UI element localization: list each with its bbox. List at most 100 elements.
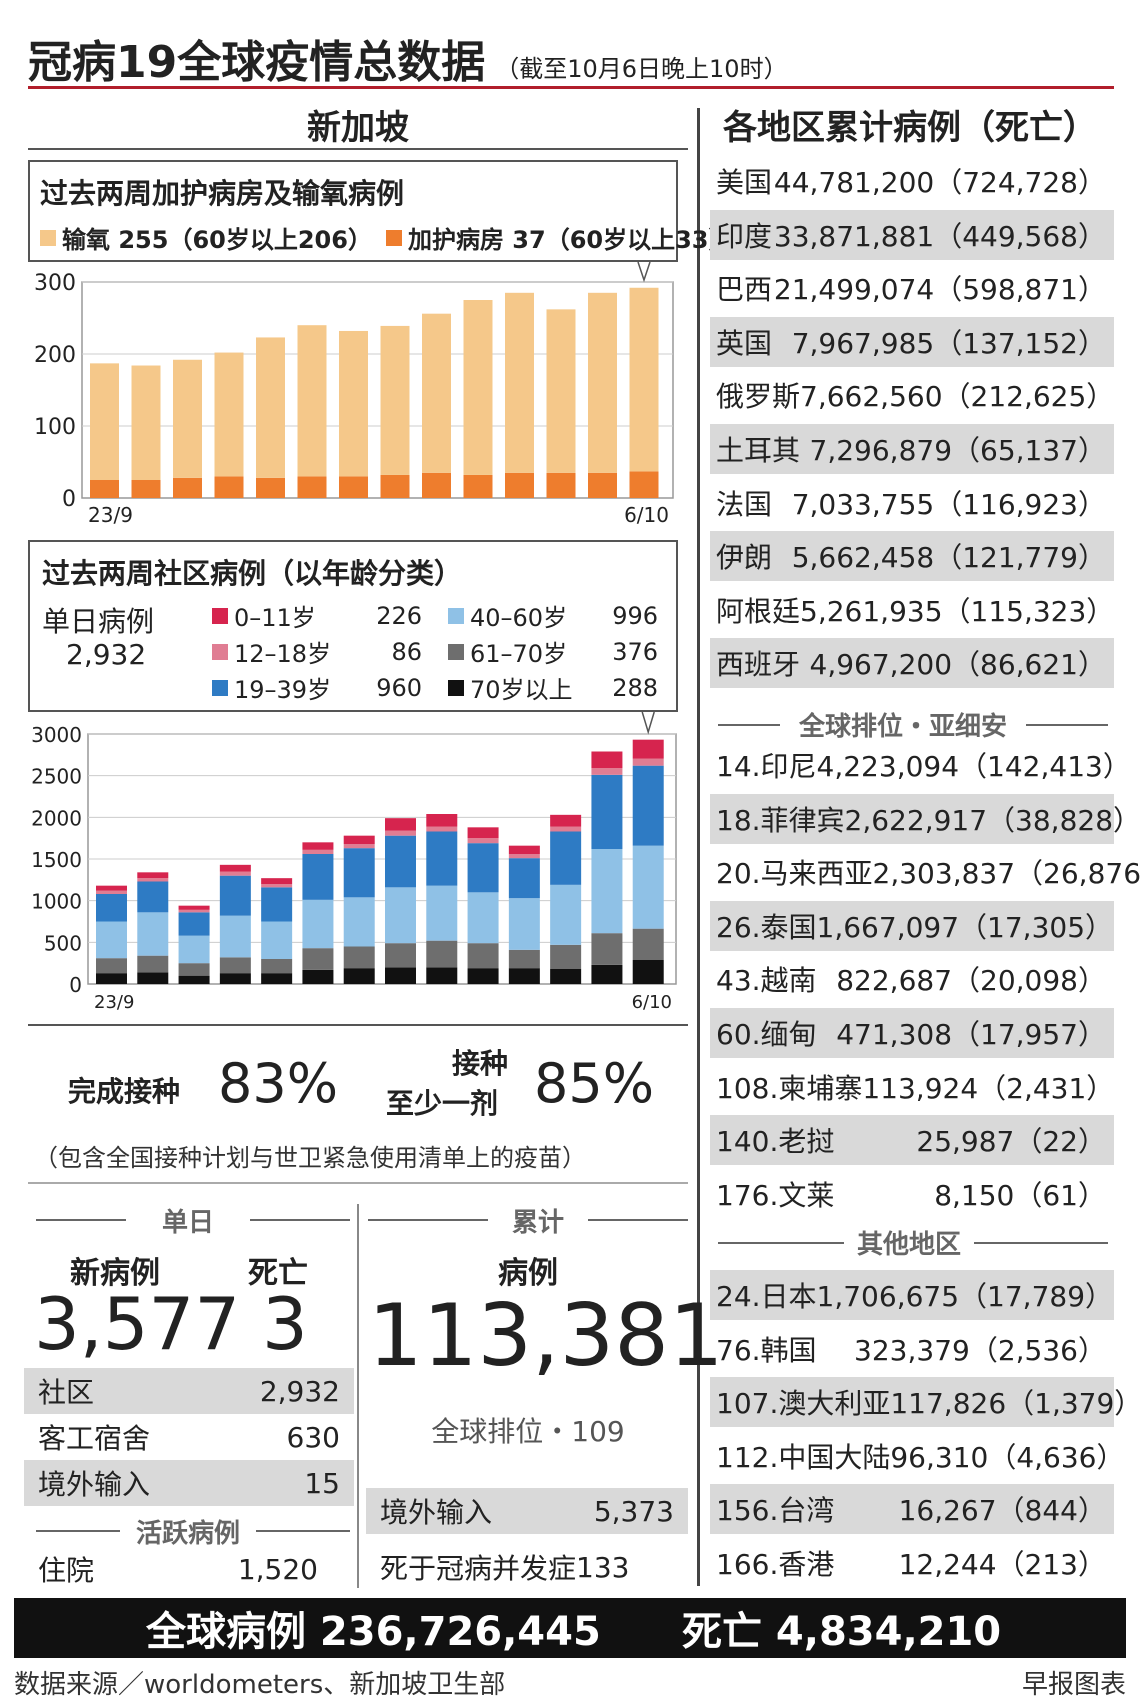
stats-divider [357,1204,359,1588]
community-bar-segment [467,943,499,969]
region-name: 伊朗 [716,541,773,575]
region-row: 108.柬埔寨 113,924（2,431） [710,1062,1114,1112]
region-value: 7,967,985（137,152） [791,326,1106,360]
icu-x-start-label: 23/9 [88,503,133,527]
region-value: 4,223,094（142,413） [816,750,1131,783]
hospital-label: 住院 [38,1554,95,1587]
region-name: 英国 [716,326,773,360]
community-bar-segment [343,946,375,969]
vax-bottom-rule [28,1182,688,1184]
icu-bar-segment [256,477,285,498]
icu-y-tick-label: 300 [34,271,76,296]
icu-y-tick-label: 0 [62,487,76,512]
community-bar-segment [632,845,664,929]
community-bar-segment [219,957,251,974]
daily-breakdown-row: 境外输入 15 [24,1460,354,1506]
region-row: 76.韩国 323,379（2,536） [710,1324,1114,1374]
community-bar-segment [137,872,169,879]
community-bar-segment [343,897,375,947]
community-bar-segment [96,973,127,984]
community-bar-segment [426,826,458,832]
community-bar-segment [261,887,293,922]
community-bar-segment [508,854,540,859]
community-bar-segment [178,905,210,910]
community-bar-segment [632,758,664,766]
global-totals-bar: 全球病例 236,726,445 死亡 4,834,210 [14,1598,1126,1658]
icu-bar-segment [463,300,493,475]
community-bar-segment [632,928,664,960]
icu-x-end-label: 6/10 [624,503,669,527]
age-legend: 0–11岁 226 40–60岁 996 12–18岁 86 61–70岁 376 19–39岁… [212,598,672,708]
icu-bar-segment [214,352,244,477]
page-title-text: 冠病19全球疫情总数据 [28,37,486,88]
region-value: 2,622,917（38,828） [844,803,1140,837]
community-bar-segment [508,845,540,854]
region-name: 176.文莱 [716,1178,835,1212]
community-bar-segment [591,768,623,775]
daily-breakdown-row: 社区 2,932 [24,1368,354,1414]
community-bar-segment [385,967,416,984]
age-label: 40–60岁 [470,604,568,632]
icu-bar-segment [339,476,368,498]
icu-bar-segment [588,292,617,473]
community-bar-segment [178,963,210,976]
community-y-tick-label: 1500 [31,848,82,872]
cumulative-heading-rule-left [368,1219,488,1221]
hospital-value: 1,520 [237,1552,318,1586]
community-bar-segment [302,899,334,949]
other-heading-rule-left [718,1242,844,1244]
community-bar-segment [96,894,127,922]
region-value: 21,499,074（598,871） [773,273,1106,307]
community-bar-segment [343,848,375,898]
community-bar-segment [261,959,293,974]
icu-bar-segment [339,330,368,477]
community-bar-segment [426,814,458,827]
icu-bar-segment [380,325,410,475]
vax-complete-value: 83% [218,1052,339,1115]
community-box-title: 过去两周社区病例（以年龄分类） [42,557,463,590]
community-x-end-label: 6/10 [632,992,672,1013]
community-bar-segment [96,958,127,974]
vax-note: （包含全国接种计划与世卫紧急使用清单上的疫苗） [34,1144,586,1172]
cumulative-deaths-label: 死于冠病并发症 [380,1552,577,1585]
daily-death-label: 死亡 [248,1256,308,1291]
community-bar-segment [508,949,540,969]
asean-heading-rule-left [718,724,780,726]
age-value: 960 [376,673,422,702]
cumulative-deaths-row: 死于冠病并发症 133 [380,1544,688,1590]
icu-swatch [385,229,402,246]
community-bar-segment [302,849,334,854]
vax-one-label-line1: 接种 [452,1047,509,1080]
other-heading: 其他地区 [856,1230,961,1260]
community-bar-segment [385,830,416,836]
page-title: 冠病19全球疫情总数据 （截至10月6日晚上10时） [28,26,788,90]
community-bar-segment [137,881,169,913]
community-bar-segment [178,975,210,984]
community-bar-segment [591,774,623,849]
region-row: 西班牙 4,967,200（86,621） [710,638,1114,689]
age-swatch [448,679,464,696]
age-label: 0–11岁 [234,604,316,632]
asean-heading-rule-right [1026,724,1108,726]
icu-bar-segment [173,477,202,498]
daily-breakdown-value: 2,932 [259,1374,340,1408]
region-value: 33,871,881（449,568） [773,219,1106,253]
community-bar-segment [261,884,293,888]
icu-bar-segment [629,287,659,472]
community-bar-segment [385,818,416,831]
daily-heading-rule-left [36,1219,126,1221]
region-row: 18.菲律宾 2,622,917（38,828） [710,793,1140,844]
region-value: 7,033,755（116,923） [791,487,1106,521]
global-rank: 全球排位・109 [431,1415,625,1448]
region-row: 156.台湾 16,267（844） [710,1484,1114,1535]
age-value: 226 [376,601,422,630]
community-y-tick-label: 0 [69,973,82,997]
region-row: 26.泰国 1,667,097（17,305） [710,900,1114,951]
region-value: 5,662,458（121,779） [791,541,1106,575]
region-name: 107.澳大利亚 [716,1387,891,1421]
daily-breakdown-row: 客工宿舍 630 [24,1414,354,1460]
region-name: 112.中国大陆 [716,1440,891,1474]
community-y-tick-label: 500 [44,931,82,955]
region-name: 美国 [716,166,773,199]
community-bar-segment [96,885,127,891]
